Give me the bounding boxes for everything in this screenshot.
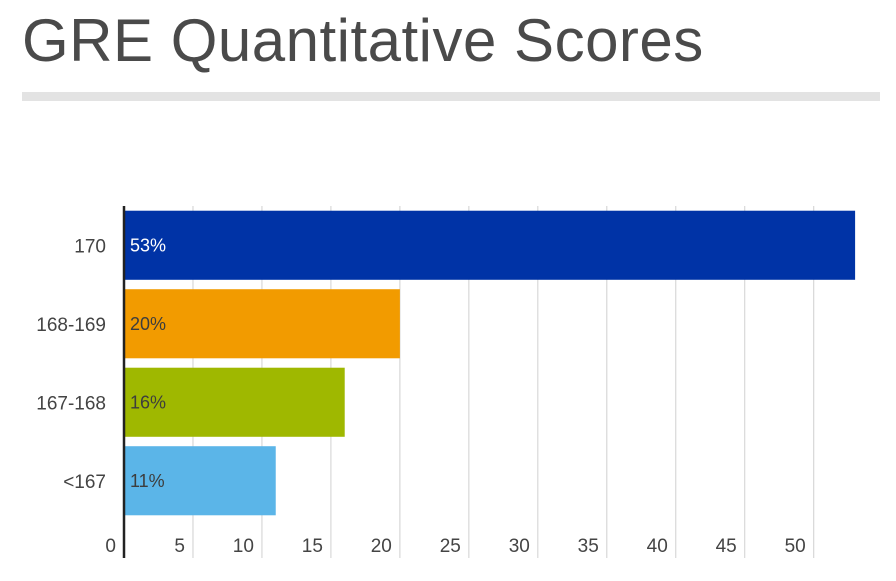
bars: 53% 20% 16% 11% [124,210,856,516]
x-tick-label: 40 [647,536,668,557]
x-tick-label: 15 [302,536,323,557]
bar [124,367,345,437]
x-tick-label: 45 [716,536,737,557]
chart-title: GRE Quantitative Scores [22,7,704,74]
x-tick-label: 25 [440,536,461,557]
bar [124,289,400,359]
bar-value-label: 53% [130,235,166,255]
bar-value-label: 11% [130,471,165,491]
category-label: 170 [74,236,106,257]
category-label: <167 [63,472,106,493]
x-tick-label: 20 [371,536,392,557]
bar [124,446,276,516]
bar-value-label: 20% [130,314,166,334]
x-tick-label: 50 [785,536,806,557]
x-tick-label: 5 [174,536,185,557]
category-labels: 170 168-169 167-168 <167 [36,236,106,493]
bar [124,210,856,280]
category-label: 167-168 [36,393,106,414]
x-tick-label: 10 [233,536,254,557]
title-divider [22,92,880,101]
x-tick-labels: 0 5 10 15 20 25 30 35 40 45 50 [105,536,805,557]
x-tick-label: 30 [509,536,530,557]
category-label: 168-169 [36,315,106,336]
x-tick-label: 0 [105,536,116,557]
x-tick-label: 35 [578,536,599,557]
bar-value-label: 16% [130,392,166,412]
